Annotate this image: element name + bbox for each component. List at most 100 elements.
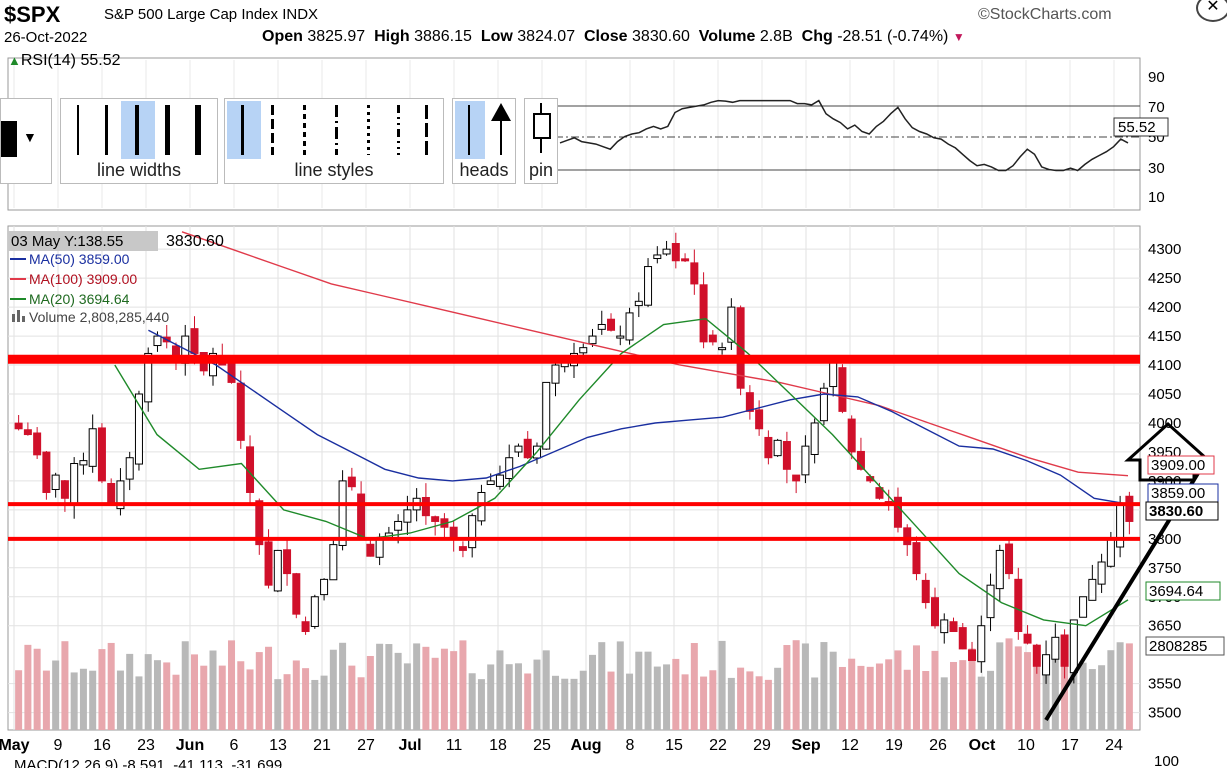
candle-body xyxy=(79,460,88,466)
line-style-dash[interactable] xyxy=(271,105,274,155)
candle-body xyxy=(838,367,847,412)
candle-body xyxy=(310,596,319,627)
candle-body xyxy=(949,621,958,633)
line-width-5[interactable] xyxy=(195,105,201,155)
volume-bar xyxy=(339,642,347,730)
volume-bars xyxy=(15,635,1133,730)
pin-group[interactable]: pin xyxy=(524,98,558,184)
volume-bar xyxy=(181,641,189,730)
candle-body xyxy=(671,243,680,262)
price-tick-label: 3550 xyxy=(1148,676,1181,693)
volume-label: Volume xyxy=(698,28,756,45)
volume-bar xyxy=(403,663,411,730)
line-style-dash-dot-dot[interactable] xyxy=(397,105,400,155)
ma50-price-tag: 3859.00 xyxy=(1147,483,1219,503)
volume-bar xyxy=(116,670,124,730)
volume-bar xyxy=(598,642,606,730)
candle-body xyxy=(893,496,902,528)
volume-bar xyxy=(348,665,356,730)
volume-bar xyxy=(366,655,374,730)
volume-bar xyxy=(1125,643,1133,730)
candle-body xyxy=(986,584,995,619)
volume-bar xyxy=(459,640,467,730)
arrow-head-icon[interactable] xyxy=(491,103,511,121)
heads-group[interactable]: heads xyxy=(452,98,516,184)
rsi-tick-70: 70 xyxy=(1148,99,1165,116)
volume-bar xyxy=(931,650,939,730)
candle-body xyxy=(995,549,1004,590)
candle-body xyxy=(468,515,477,549)
candle-body xyxy=(320,578,329,596)
line-widths-group[interactable]: line widths xyxy=(60,98,218,184)
symbol-exchange: INDX xyxy=(282,6,319,23)
price-tick-label: 4200 xyxy=(1148,299,1181,316)
candle-body xyxy=(699,284,708,343)
candle-body xyxy=(588,335,597,345)
volume-bar xyxy=(653,666,661,730)
candle-body xyxy=(727,306,736,343)
volume-bar xyxy=(496,650,504,730)
ma20-price-tag: 3694.64 xyxy=(1145,581,1221,601)
volume-bar xyxy=(311,679,319,730)
color-picker[interactable]: ▼ xyxy=(0,98,52,184)
volume-bar xyxy=(89,670,97,730)
chevron-down-icon: ▼ xyxy=(23,129,37,145)
volume-bar xyxy=(1088,669,1096,730)
volume-legend-icon xyxy=(12,310,25,322)
line-style-dash-dot[interactable] xyxy=(335,105,338,155)
candle-body xyxy=(579,347,588,354)
price-tick-label: 4050 xyxy=(1148,386,1181,403)
line-width-1[interactable] xyxy=(77,105,79,155)
candle-body xyxy=(819,387,828,422)
volume-bar xyxy=(228,640,236,730)
volume-bar xyxy=(533,659,541,730)
price-tick-label: 4300 xyxy=(1148,241,1181,258)
volume-bar xyxy=(153,660,161,730)
high-label: High xyxy=(374,28,410,45)
close-icon[interactable]: ✕ xyxy=(1196,0,1227,22)
line-widths-label: line widths xyxy=(96,160,182,180)
line-styles-group[interactable]: line styles xyxy=(224,98,444,184)
date-tick-label: May xyxy=(0,737,30,754)
ma100-price-tag: 3909.00 xyxy=(1147,455,1215,475)
volume-bar xyxy=(681,674,689,730)
candle-body xyxy=(505,457,514,479)
rsi-value-tag: 55.52 xyxy=(1113,117,1169,137)
candle-body xyxy=(607,318,616,331)
low-value: 3824.07 xyxy=(517,28,576,45)
line-width-2[interactable] xyxy=(105,105,108,155)
line-style-long-dash[interactable] xyxy=(425,105,428,155)
candle-body xyxy=(51,474,60,490)
volume-bar xyxy=(635,651,643,730)
line-style-solid[interactable] xyxy=(241,105,244,155)
volume-bar xyxy=(246,669,254,730)
symbol-fullname: S&P 500 Large Cap Index xyxy=(104,6,279,23)
arrow-shaft xyxy=(500,119,502,155)
head-none[interactable] xyxy=(468,105,470,155)
candle-body xyxy=(42,451,51,493)
volume-bar xyxy=(52,660,60,730)
volume-bar xyxy=(33,648,41,730)
date-tick-label: 24 xyxy=(1105,737,1123,754)
volume-bar xyxy=(1042,660,1050,730)
rsi-icon: ▲ xyxy=(8,53,21,68)
line-width-4[interactable] xyxy=(165,105,170,155)
volume-bar xyxy=(959,660,967,730)
line-style-dot[interactable] xyxy=(367,105,370,155)
volume-bar xyxy=(561,678,569,730)
volume-bar xyxy=(801,643,809,730)
line-styles-label: line styles xyxy=(294,160,374,180)
candle-body xyxy=(338,480,347,546)
candle-body xyxy=(357,493,366,540)
volume-bar xyxy=(357,677,365,730)
volume-bar xyxy=(968,648,976,730)
volume-bar xyxy=(431,657,439,730)
resistance-lines[interactable] xyxy=(8,354,1140,541)
line-style-short-dash[interactable] xyxy=(303,105,306,155)
line-width-3[interactable] xyxy=(135,105,139,155)
candle-body xyxy=(153,335,162,347)
volume-bar xyxy=(79,668,87,730)
date-tick-label: 6 xyxy=(230,737,239,754)
candle-body xyxy=(1051,636,1060,660)
